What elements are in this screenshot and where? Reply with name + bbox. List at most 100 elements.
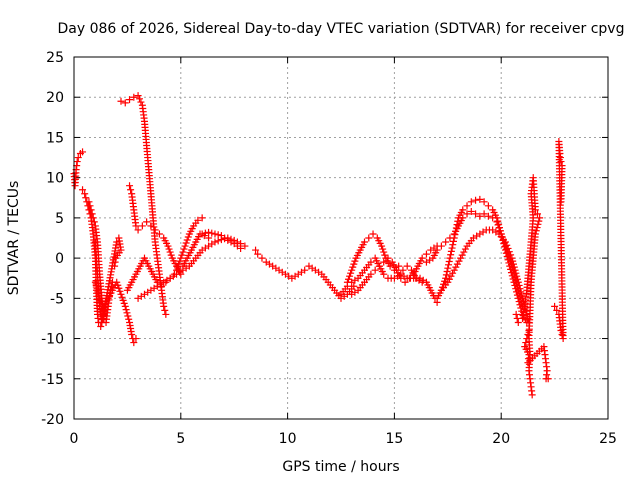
data-point — [113, 278, 121, 286]
data-point — [117, 290, 125, 298]
data-point — [114, 281, 122, 289]
data-point — [371, 266, 379, 274]
data-point — [126, 182, 134, 190]
data-point — [178, 251, 186, 259]
data-point — [116, 287, 124, 295]
series-arc-f — [198, 228, 245, 252]
data-point — [151, 226, 159, 234]
data-point — [194, 216, 202, 224]
data-point — [132, 335, 140, 343]
data-point — [509, 260, 517, 268]
data-point — [367, 270, 375, 278]
data-point — [463, 202, 471, 210]
data-point — [85, 198, 93, 206]
data-point — [90, 218, 98, 226]
grid-lines — [74, 57, 608, 419]
data-point — [137, 98, 145, 106]
data-point — [505, 259, 513, 267]
data-point — [167, 251, 175, 259]
data-point — [384, 254, 392, 262]
data-point — [532, 227, 540, 235]
data-point — [445, 261, 453, 269]
data-point — [524, 331, 532, 339]
data-point — [495, 220, 503, 228]
data-point — [115, 284, 123, 292]
data-point — [160, 302, 168, 310]
data-point — [504, 256, 512, 264]
data-point — [444, 264, 452, 272]
data-point — [484, 202, 492, 210]
data-point — [73, 158, 81, 166]
data-point — [518, 291, 526, 299]
data-point — [557, 158, 565, 166]
series-early-spikes — [91, 234, 125, 326]
series-late-dropouts — [521, 327, 552, 383]
chart-title: Day 086 of 2026, Sidereal Day-to-day VTE… — [58, 21, 625, 37]
data-point — [375, 262, 383, 270]
series-final-points — [551, 137, 567, 343]
data-point — [442, 238, 450, 246]
data-point — [461, 245, 469, 253]
data-point — [512, 269, 520, 277]
data-point — [513, 275, 521, 283]
x-tick-label: 25 — [599, 431, 617, 447]
series-mid-bump-c — [348, 242, 441, 298]
y-tick-label: -15 — [41, 372, 64, 388]
data-point — [472, 210, 480, 218]
data-point — [451, 231, 459, 239]
data-point — [447, 272, 455, 280]
data-point — [454, 217, 462, 225]
data-point — [449, 241, 457, 249]
data-point — [395, 262, 403, 270]
data-point — [134, 226, 142, 234]
data-point — [126, 96, 134, 104]
data-point — [445, 257, 453, 265]
data-point — [401, 278, 409, 286]
data-point — [351, 257, 359, 265]
data-point — [397, 274, 405, 282]
data-point — [346, 272, 354, 280]
data-point — [367, 258, 375, 266]
data-point — [175, 260, 183, 268]
data-point — [125, 315, 133, 323]
data-point — [515, 281, 523, 289]
data-point — [174, 263, 182, 271]
y-tick-label: 5 — [55, 211, 64, 227]
data-point — [198, 230, 206, 238]
series-arc-d — [134, 234, 249, 302]
data-point — [442, 271, 450, 279]
data-point — [134, 92, 142, 100]
data-point — [161, 306, 169, 314]
data-point — [444, 278, 452, 286]
data-point — [453, 260, 461, 268]
data-point — [224, 236, 232, 244]
data-point — [447, 251, 455, 259]
data-point — [208, 229, 216, 237]
data-point — [507, 269, 515, 277]
data-point — [214, 231, 222, 239]
data-point — [201, 229, 209, 237]
data-point — [79, 148, 87, 156]
data-point — [528, 391, 536, 399]
data-point — [508, 254, 516, 262]
data-point — [136, 95, 144, 103]
data-point — [380, 270, 388, 278]
data-point — [510, 263, 518, 271]
data-point — [138, 222, 146, 230]
data-point — [422, 250, 430, 258]
y-tick-label: 0 — [55, 251, 64, 267]
x-tick-label: 20 — [492, 431, 510, 447]
series-arc-c — [123, 230, 213, 294]
data-point — [495, 224, 503, 232]
x-tick-label: 0 — [70, 431, 79, 447]
data-point — [130, 93, 138, 101]
data-point — [164, 242, 172, 250]
y-tick-label: 10 — [46, 171, 64, 187]
data-point — [446, 254, 454, 262]
data-point — [93, 285, 101, 293]
data-point — [121, 302, 129, 310]
data-point — [445, 275, 453, 283]
data-point — [450, 234, 458, 242]
data-point — [97, 322, 105, 330]
data-point — [122, 306, 130, 314]
